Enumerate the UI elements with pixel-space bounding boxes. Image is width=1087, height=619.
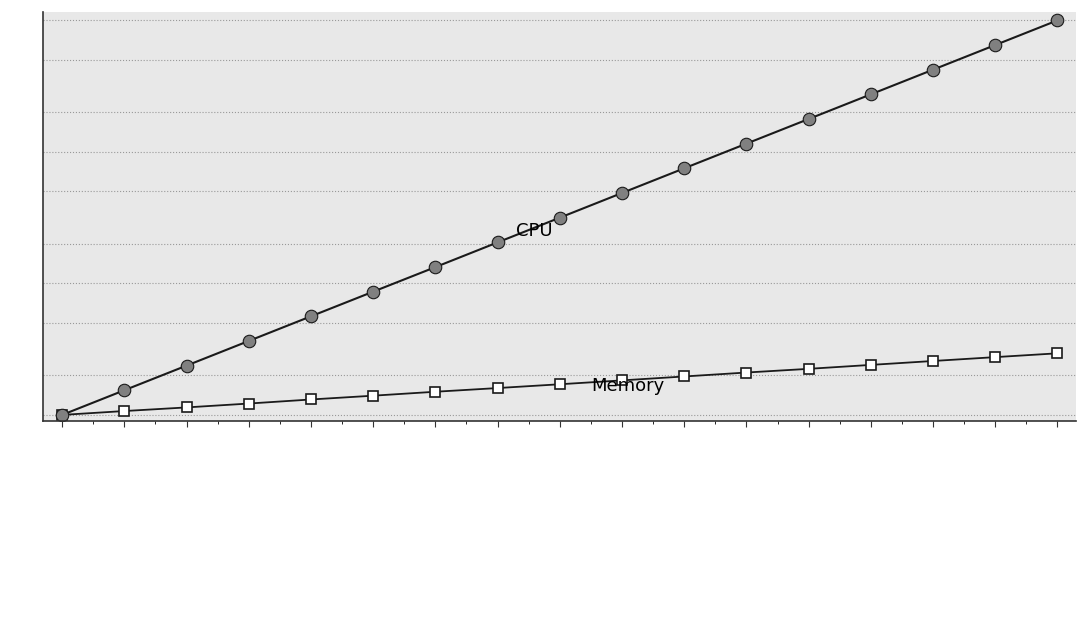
Text: CPU: CPU [516,222,553,240]
Text: Memory: Memory [591,378,664,396]
